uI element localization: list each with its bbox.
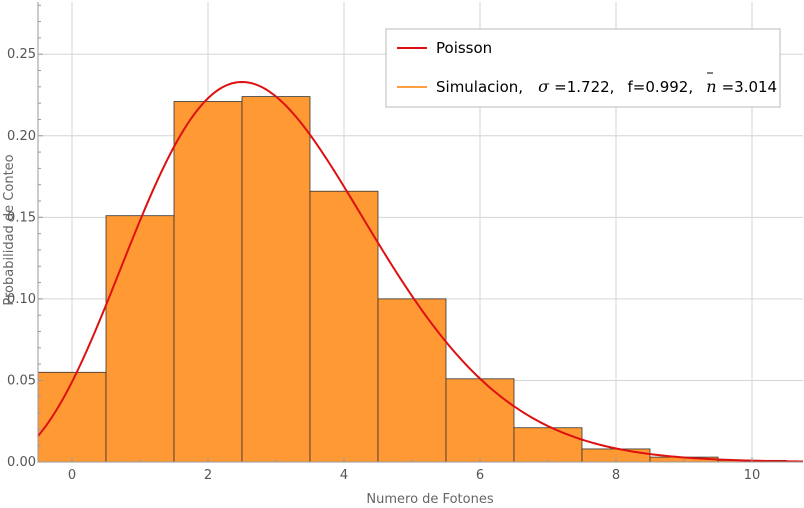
x-tick-label: 6 <box>476 468 484 483</box>
tick-labels: 0 2 4 6 8 10 0.00 0.05 0.10 0.15 0.20 0.25 <box>7 47 760 483</box>
x-tick-label: 0 <box>68 468 76 483</box>
legend-nbar-value: =3.014 <box>722 78 778 96</box>
legend-sigma-symbol: σ <box>538 77 550 96</box>
y-axis-title: Probabilidad de Conteo <box>2 154 17 305</box>
histogram-bar <box>377 298 447 463</box>
histogram-bar <box>241 96 311 463</box>
x-axis-title: Numero de Fotones <box>366 492 493 507</box>
poisson-curve-layer <box>37 80 804 463</box>
legend-simulacion-prefix: Simulacion, <box>436 78 523 96</box>
poisson-curve <box>37 80 804 463</box>
histogram-bar <box>309 190 379 463</box>
histogram-bar <box>173 101 243 463</box>
histogram-bar <box>445 378 515 463</box>
legend-nbar-symbol: n <box>706 77 716 96</box>
histogram-bar <box>105 215 175 463</box>
x-tick-label: 2 <box>204 468 212 483</box>
x-tick-label: 8 <box>612 468 620 483</box>
y-tick-label: 0.00 <box>7 455 36 470</box>
legend-sigma-value: =1.722, <box>554 78 614 96</box>
histogram-bar <box>513 427 583 463</box>
x-tick-label: 4 <box>340 468 348 483</box>
y-tick-label: 0.05 <box>7 373 36 388</box>
axes <box>37 2 803 463</box>
x-tick-label: 10 <box>744 468 761 483</box>
y-tick-label: 0.25 <box>7 47 36 62</box>
legend-box <box>385 28 781 108</box>
y-tick-label: 0.10 <box>7 292 36 307</box>
legend-f-value: f=0.992, <box>628 78 694 96</box>
legend-label-poisson: Poisson <box>436 39 492 57</box>
y-tick-label: 0.20 <box>7 129 36 144</box>
y-tick-label: 0.15 <box>7 210 36 225</box>
legend-label-simulacion: Simulacion, σ =1.722, f=0.992, n =3.014 <box>436 77 777 96</box>
histogram-bar <box>37 371 107 463</box>
legend: Poisson Simulacion, σ =1.722, f=0.992, n… <box>385 28 781 108</box>
